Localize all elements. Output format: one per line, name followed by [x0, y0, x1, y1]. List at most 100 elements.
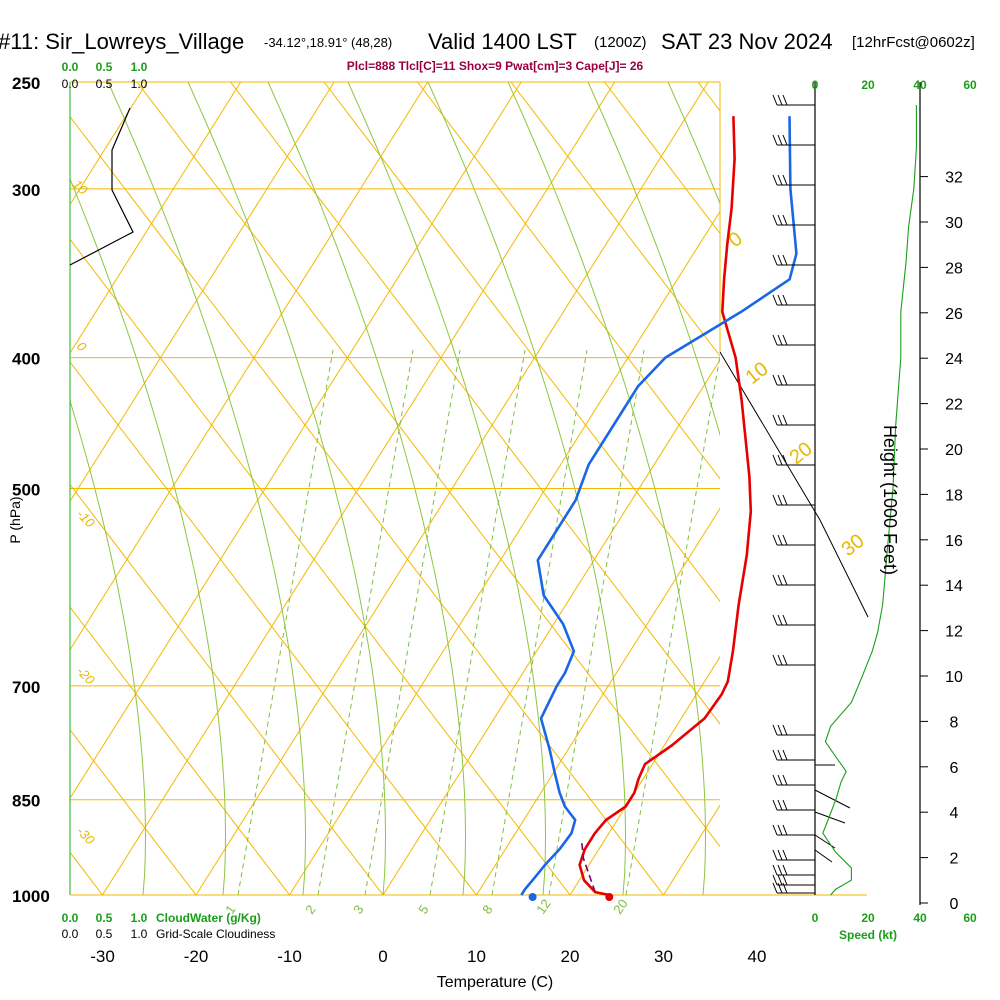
moist-adiabat [587, 82, 720, 437]
x-axis-title: Temperature (C) [437, 974, 553, 991]
speed-tick-bottom: 0 [812, 911, 819, 925]
dry-adiabat [510, 82, 720, 357]
y-tick-label: 250 [12, 74, 40, 93]
height-axis-title: Height (1000 Feet) [880, 425, 900, 575]
speed-tick-bottom: 20 [861, 911, 875, 925]
wind-barb [772, 174, 815, 186]
cloudiness-tick-bottom: 0.5 [96, 927, 113, 941]
wind-barb [772, 799, 815, 811]
x-tick-label: 20 [561, 947, 580, 966]
cloudwater-tick-bottom: 0.0 [62, 911, 79, 925]
height-tick-label: 10 [945, 669, 963, 686]
speed-tick-bottom: 40 [913, 911, 927, 925]
wind-barb [772, 94, 815, 106]
height-tick-label: 30 [945, 215, 963, 232]
chart-series [520, 116, 798, 901]
mixing-ratio-line [429, 349, 526, 895]
wind-barb [772, 214, 815, 226]
x-tick-label: -10 [277, 947, 302, 966]
wind-barb [772, 614, 815, 626]
zulu-time: (1200Z) [594, 34, 647, 51]
wind-barb [814, 811, 846, 824]
cloudiness-tick-top: 1.0 [131, 77, 148, 91]
cloudiness-curve [69, 107, 134, 266]
y-axis-title: P (hPa) [7, 496, 23, 543]
series-parcel-line [580, 839, 596, 893]
wind-barb [772, 654, 815, 666]
mixing-ratio-label: 8 [479, 902, 495, 917]
cloudiness-title: Grid-Scale Cloudiness [156, 927, 275, 941]
wind-barb [772, 334, 815, 346]
height-tick-label: 18 [945, 487, 963, 504]
speed-tick-top: 0 [812, 78, 819, 92]
cloudiness-tick-bottom: 1.0 [131, 927, 148, 941]
dry-adiabat [417, 82, 720, 480]
y-tick-label: 400 [12, 350, 40, 369]
boundary-line [719, 351, 869, 618]
isotherm [757, 82, 1000, 895]
y-tick-label: 700 [12, 678, 40, 697]
wind-barb [772, 454, 815, 466]
speed-tick-bottom: 60 [963, 911, 977, 925]
speed-axis-title: Speed (kt) [839, 928, 897, 942]
y-tick-label: 500 [12, 481, 40, 500]
height-tick-label: 8 [950, 714, 959, 731]
wind-barb [772, 414, 815, 426]
cloudwater-tick-top: 0.5 [96, 60, 113, 74]
wind-speed-line [822, 105, 917, 896]
height-tick-label: 2 [950, 851, 959, 868]
wind-barb [772, 494, 815, 506]
speed-tick-top: 20 [861, 78, 875, 92]
dry-adiabat [70, 728, 197, 895]
mixing-ratio-label: 12 [533, 896, 554, 916]
height-tick-label: 14 [945, 578, 963, 595]
mixing-ratio-label: 20 [610, 896, 631, 916]
height-tick-label: 6 [950, 760, 959, 777]
height-tick-label: 0 [950, 896, 959, 913]
cloudwater-title: CloudWater (g/Kg) [156, 911, 261, 925]
speed-tick-top: 60 [963, 78, 977, 92]
station-coords: -34.12°,18.91° (48,28) [264, 35, 392, 50]
theta-label: 10 [742, 358, 773, 389]
height-tick-label: 20 [945, 442, 963, 459]
cloudwater-tick-top: 0.0 [62, 60, 79, 74]
wind-barb [814, 849, 833, 863]
height-tick-label: 22 [945, 397, 963, 414]
isotherm [569, 655, 720, 895]
right-panels [772, 82, 921, 905]
indices-line: Plcl=888 Tlcl[C]=11 Shox=9 Pwat[cm]=3 Ca… [347, 59, 644, 73]
dry-adiabat-label: -20 [74, 664, 98, 688]
x-tick-label: 10 [467, 947, 486, 966]
dry-adiabat-label: 0 [74, 339, 90, 355]
valid-date: SAT 23 Nov 2024 [661, 29, 833, 54]
dry-adiabat-label: 10 [70, 177, 91, 198]
cloudwater-tick-bottom: 1.0 [131, 911, 148, 925]
height-tick-label: 16 [945, 533, 963, 550]
y-tick-label: 300 [12, 181, 40, 200]
isotherm [70, 82, 242, 354]
station-title: #11: Sir_Lowreys_Village [0, 29, 244, 54]
wind-barb [772, 864, 815, 876]
x-tick-label: -30 [90, 947, 115, 966]
cloudiness-tick-top: 0.0 [62, 77, 79, 91]
wind-barb [772, 882, 815, 894]
cloudwater-tick-bottom: 0.5 [96, 911, 113, 925]
series-temperature-line [578, 116, 753, 897]
wind-barb [772, 774, 815, 786]
x-tick-label: 30 [654, 947, 673, 966]
cloudwater-tick-top: 1.0 [131, 60, 148, 74]
dry-adiabat [979, 82, 1000, 895]
x-tick-label: -20 [184, 947, 209, 966]
isotherm [851, 82, 1000, 895]
y-tick-label: 850 [12, 792, 40, 811]
dry-adiabat [0, 82, 9, 895]
mixing-ratio-line [625, 352, 720, 895]
mixing-ratio-label: 5 [415, 902, 431, 917]
y-tick-label: 1000 [12, 887, 50, 906]
mixing-ratio-label: 3 [350, 902, 366, 917]
dry-adiabat-label: -30 [74, 824, 98, 848]
dry-adiabat [885, 82, 1000, 895]
